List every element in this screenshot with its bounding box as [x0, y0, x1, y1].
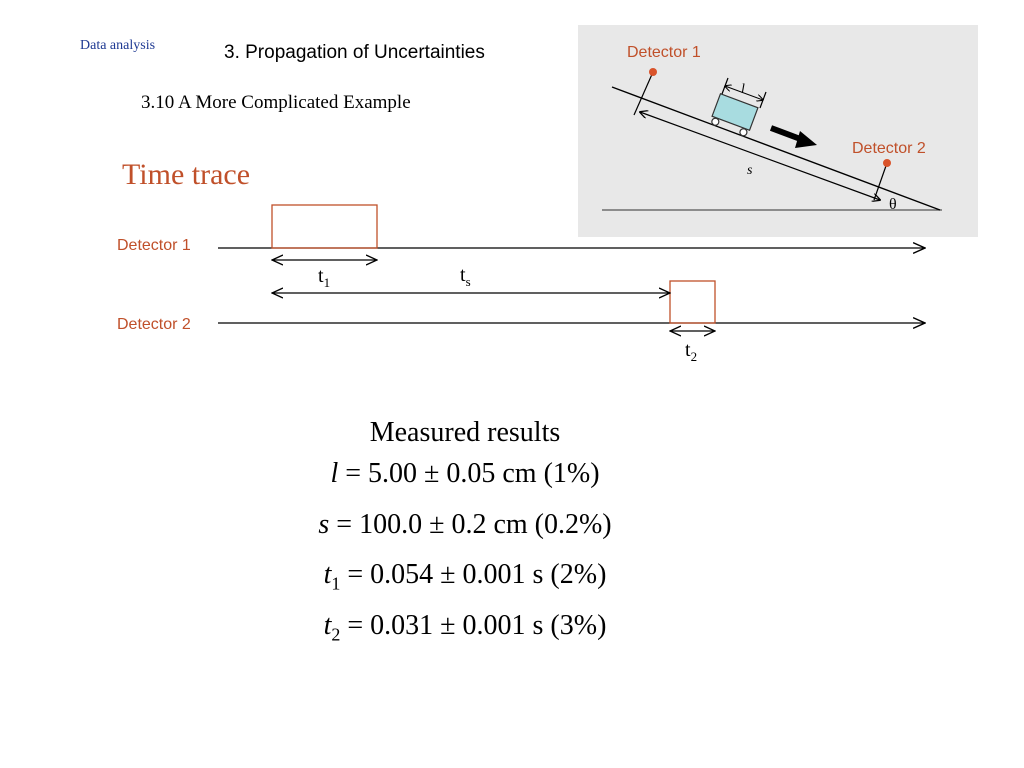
detector1-pulse	[271, 204, 378, 249]
time-trace-title: Time trace	[122, 158, 251, 191]
detector2-post	[873, 162, 888, 201]
detector2-pulse	[669, 280, 716, 324]
detector1-post	[633, 71, 654, 116]
result-line-t2: t2 = 0.031 ± 0.001 s (3%)	[323, 609, 607, 645]
slide-subtitle: 3.10 A More Complicated Example	[141, 92, 411, 113]
section-tag: Data analysis	[80, 38, 156, 53]
detector1-dot	[649, 68, 657, 76]
diagram-detector2-label: Detector 2	[852, 140, 926, 157]
length-symbol: l	[741, 82, 745, 97]
result-line-l: l = 5.00 ± 0.05 cm (1%)	[330, 458, 600, 489]
trace-detector1-label: Detector 1	[117, 237, 191, 254]
results-heading: Measured results	[369, 417, 561, 448]
distance-arrow	[640, 112, 880, 200]
motion-arrow	[769, 125, 817, 148]
cart	[711, 92, 759, 137]
detector2-dot	[883, 159, 891, 167]
t1-label: t1	[318, 265, 331, 290]
diagram-detector1-label: Detector 1	[627, 44, 701, 61]
chapter-title: 3. Propagation of Uncertainties	[224, 42, 485, 63]
result-line-t1: t1 = 0.054 ± 0.001 s (2%)	[323, 559, 607, 594]
ts-label: ts	[460, 264, 471, 289]
distance-symbol: s	[747, 163, 753, 178]
measured-results: Measured results l = 5.00 ± 0.05 cm (1%)…	[200, 412, 730, 655]
length-arrow	[725, 86, 763, 100]
t2-label: t2	[685, 339, 698, 364]
angle-symbol: θ	[889, 196, 897, 213]
trace-detector2-label: Detector 2	[117, 316, 191, 333]
result-line-s: s = 100.0 ± 0.2 cm (0.2%)	[318, 508, 612, 540]
